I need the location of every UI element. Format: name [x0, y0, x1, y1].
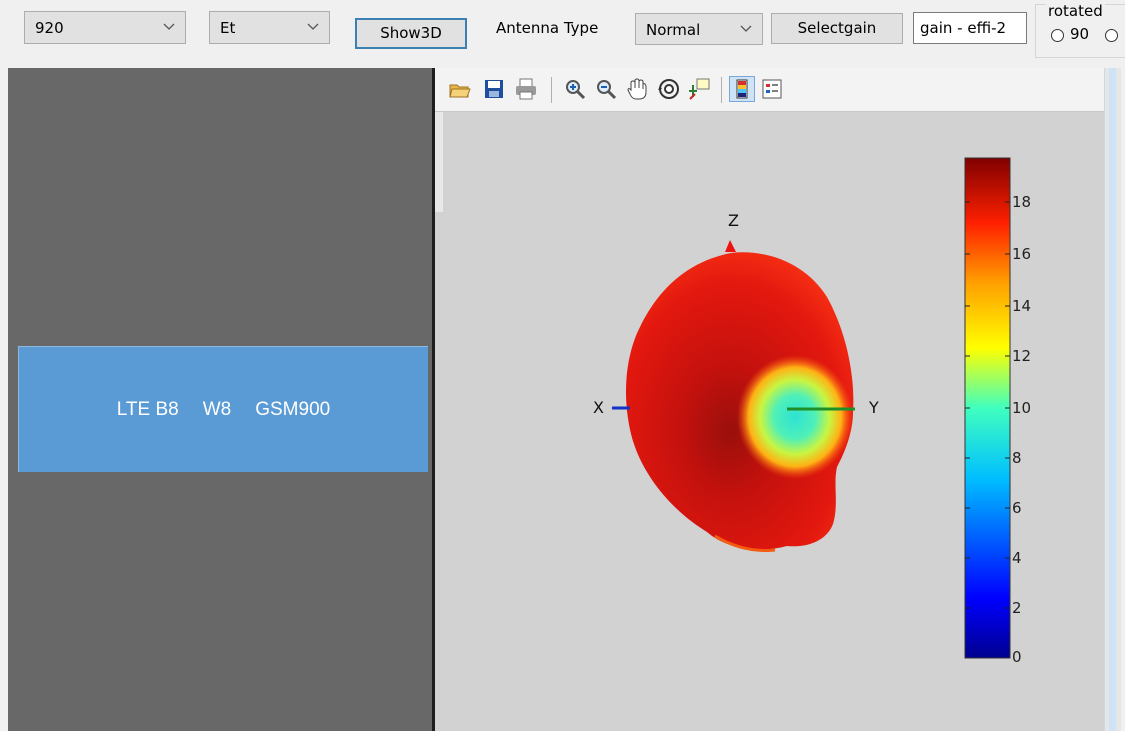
colorbar-tick-label: 0: [1012, 648, 1022, 666]
toggle-colorbar-icon[interactable]: [729, 76, 755, 102]
antenna-type-select[interactable]: Normal: [635, 13, 763, 45]
frequency-select[interactable]: 920: [24, 11, 186, 44]
rotate-90-radio[interactable]: [1051, 29, 1064, 42]
band-w8: W8: [202, 399, 232, 420]
colorbar-tick-label: 12: [1012, 347, 1032, 365]
insert-legend-icon[interactable]: [760, 77, 784, 101]
y-axis-label: Y: [869, 398, 879, 417]
axes-edge-shade: [435, 112, 443, 212]
selectgain-button[interactable]: Selectgain: [771, 13, 903, 44]
print-icon[interactable]: [514, 77, 538, 101]
data-cursor-icon[interactable]: [687, 77, 711, 101]
pan-hand-icon[interactable]: [625, 77, 649, 101]
antenna-type-select-value: Normal: [646, 21, 701, 39]
open-icon[interactable]: [448, 77, 472, 101]
figure-panel: Z X Y 18 16 14 12 10 8 6 4 2 0: [432, 68, 1121, 731]
band-gsm900: GSM900: [255, 399, 331, 420]
band-lte-b8: LTE B8: [116, 399, 179, 420]
zoom-out-icon[interactable]: [594, 77, 618, 101]
scrollbar-track: [1109, 68, 1116, 731]
colorbar: [964, 157, 1011, 659]
rotate-90-label: 90: [1070, 25, 1090, 43]
rotated-groupbox: rotated 90: [1035, 2, 1125, 58]
rotate-3d-icon[interactable]: [657, 77, 681, 101]
colorbar-tick-label: 18: [1012, 193, 1032, 211]
pattern-null-region: [737, 355, 853, 479]
field-component-select[interactable]: Et: [209, 11, 330, 44]
colorbar-tick-label: 4: [1012, 549, 1022, 567]
rotate-option-radio[interactable]: [1105, 29, 1118, 42]
band-info-box: LTE B8 W8 GSM900: [18, 346, 428, 472]
toolbar-separator: [721, 77, 722, 103]
frequency-select-value: 920: [35, 19, 64, 37]
antenna-type-label: Antenna Type: [496, 19, 599, 37]
figure-toolbar: [435, 68, 1107, 112]
colorbar-ticks: [965, 201, 1010, 609]
colorbar-tick-label: 8: [1012, 449, 1022, 467]
toolbar-separator: [551, 77, 552, 103]
radiation-pattern-plot: [612, 157, 1011, 659]
colorbar-tick-label: 10: [1012, 399, 1032, 417]
chevron-down-icon: [163, 23, 175, 30]
colorbar-tick-label: 14: [1012, 297, 1032, 315]
zoom-in-icon[interactable]: [563, 77, 587, 101]
save-icon[interactable]: [482, 77, 506, 101]
colorbar-tick-label: 2: [1012, 599, 1022, 617]
left-panel: LTE B8 W8 GSM900: [8, 68, 432, 731]
z-axis-label: Z: [728, 211, 739, 230]
gain-field[interactable]: gain - effi-2: [913, 12, 1027, 44]
figure-scrollbar[interactable]: [1104, 68, 1121, 731]
pattern-lower-edge: [714, 534, 776, 552]
field-component-select-value: Et: [220, 19, 236, 37]
band-list: LTE B8 W8 GSM900: [19, 399, 428, 421]
colorbar-tick-label: 16: [1012, 245, 1032, 263]
rotated-label: rotated: [1046, 2, 1105, 20]
z-axis-arrow: [725, 240, 736, 252]
show3d-button[interactable]: Show3D: [355, 18, 467, 49]
colorbar-tick-label: 6: [1012, 499, 1022, 517]
x-axis-label: X: [593, 398, 604, 417]
chevron-down-icon: [740, 25, 752, 32]
chevron-down-icon: [307, 23, 319, 30]
